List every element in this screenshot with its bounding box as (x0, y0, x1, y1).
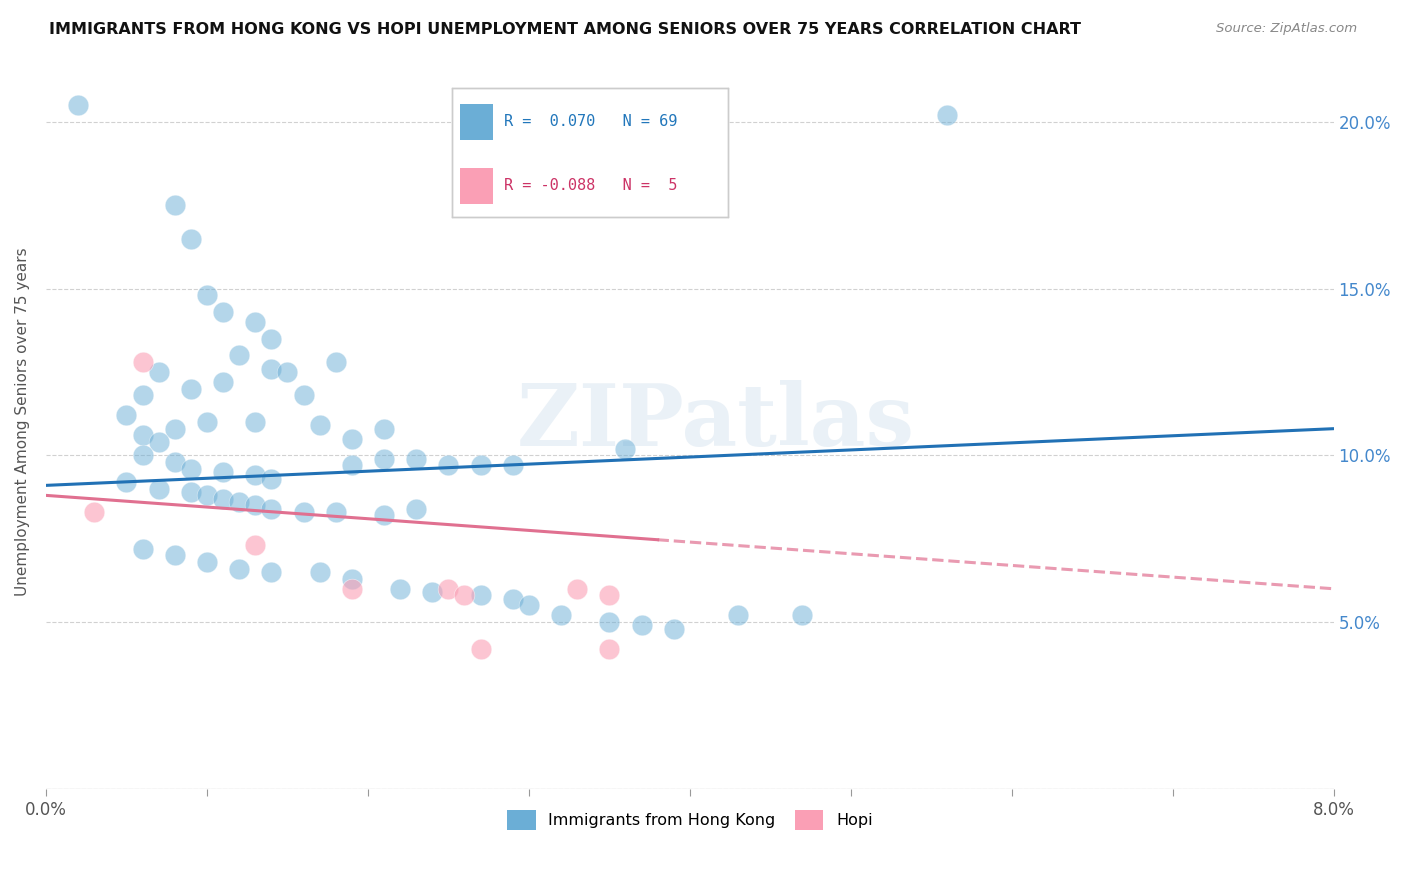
Point (131, 388, 153, 402)
Point (163, 549, 186, 563)
Point (502, 458, 524, 473)
Point (115, 475, 138, 489)
Point (340, 432, 363, 446)
Point (340, 582, 363, 596)
Point (212, 491, 235, 506)
Point (83, 505, 105, 519)
Point (212, 465, 235, 479)
Point (598, 589, 620, 603)
Point (148, 482, 170, 496)
Point (437, 458, 460, 473)
Point (936, 108, 959, 122)
Point (228, 495, 250, 509)
Point (389, 582, 412, 596)
Point (260, 565, 283, 579)
Y-axis label: Unemployment Among Seniors over 75 years: Unemployment Among Seniors over 75 years (15, 248, 30, 597)
Point (565, 582, 588, 596)
Point (245, 315, 267, 329)
Point (470, 641, 492, 656)
Point (470, 589, 492, 603)
Point (502, 591, 524, 606)
Point (180, 461, 202, 475)
Point (245, 415, 267, 429)
Point (550, 608, 572, 623)
Point (260, 472, 283, 486)
Point (212, 305, 235, 319)
Point (598, 615, 620, 629)
Point (245, 468, 267, 483)
Point (180, 382, 202, 396)
Point (180, 231, 202, 245)
Point (373, 422, 395, 436)
Point (405, 451, 427, 466)
Point (292, 505, 315, 519)
Point (325, 505, 347, 519)
Point (340, 572, 363, 586)
Point (420, 585, 443, 599)
Point (308, 565, 330, 579)
Point (163, 198, 186, 212)
Point (792, 608, 814, 623)
Point (131, 355, 153, 369)
Point (630, 618, 652, 632)
Point (373, 451, 395, 466)
Point (662, 622, 685, 636)
Point (260, 361, 283, 376)
Point (437, 582, 460, 596)
Point (276, 365, 298, 379)
Point (163, 422, 186, 436)
Point (373, 508, 395, 523)
Text: ZIPatlas: ZIPatlas (516, 380, 914, 464)
Point (470, 458, 492, 473)
Legend: Immigrants from Hong Kong, Hopi: Immigrants from Hong Kong, Hopi (501, 804, 879, 836)
Point (195, 488, 218, 502)
Point (163, 455, 186, 469)
Point (195, 288, 218, 302)
Point (453, 589, 475, 603)
Point (292, 388, 315, 402)
Point (195, 415, 218, 429)
Point (405, 501, 427, 516)
Point (131, 428, 153, 442)
Point (148, 365, 170, 379)
Point (727, 608, 749, 623)
Point (131, 448, 153, 462)
Point (245, 538, 267, 552)
Point (115, 409, 138, 423)
Point (260, 501, 283, 516)
Point (340, 458, 363, 473)
Point (195, 555, 218, 569)
Text: IMMIGRANTS FROM HONG KONG VS HOPI UNEMPLOYMENT AMONG SENIORS OVER 75 YEARS CORRE: IMMIGRANTS FROM HONG KONG VS HOPI UNEMPL… (49, 22, 1081, 37)
Point (180, 485, 202, 500)
Point (67, 98, 90, 112)
Point (598, 641, 620, 656)
Point (517, 599, 540, 613)
Point (614, 442, 637, 456)
Point (260, 332, 283, 346)
Point (228, 562, 250, 576)
Point (245, 499, 267, 513)
Point (308, 418, 330, 433)
Point (212, 375, 235, 389)
Point (131, 541, 153, 556)
Point (228, 348, 250, 362)
Text: Source: ZipAtlas.com: Source: ZipAtlas.com (1216, 22, 1357, 36)
Point (325, 355, 347, 369)
Point (148, 435, 170, 450)
